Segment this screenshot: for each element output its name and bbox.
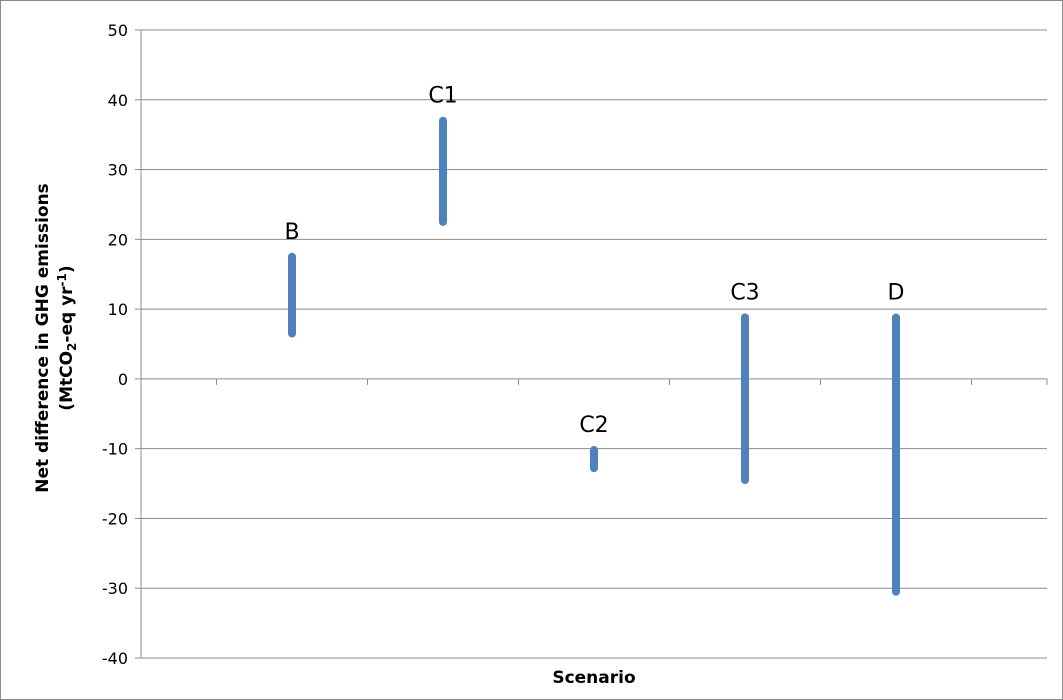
y-tick-label: 50 bbox=[108, 21, 128, 40]
x-axis bbox=[140, 30, 1048, 658]
x-axis-title: Scenario bbox=[552, 668, 635, 688]
range-bars bbox=[288, 116, 900, 596]
category-label-b: B bbox=[284, 220, 299, 245]
category-label-c2: C2 bbox=[579, 413, 608, 438]
y-axis-title-line1: Net difference in GHG emissions bbox=[33, 183, 53, 493]
category-labels: B C1 C2 C3 D bbox=[284, 84, 904, 438]
category-label-c1: C1 bbox=[428, 84, 457, 109]
y-tick-labels: 50 40 30 20 10 0 -10 -20 -30 -40 bbox=[102, 21, 128, 668]
y-tick-label: 30 bbox=[108, 161, 128, 180]
y-tick-label: -10 bbox=[102, 440, 128, 459]
y-axis-title-part-3: ) bbox=[57, 265, 77, 273]
y-axis-title-line2: (MtCO2-eq yr-1) bbox=[55, 265, 79, 410]
y-axis-title-superscript: -1 bbox=[55, 273, 69, 286]
y-tick-label: -30 bbox=[102, 579, 128, 598]
category-label-c3: C3 bbox=[730, 280, 759, 305]
y-tick-label: -20 bbox=[102, 509, 128, 528]
y-tick-label: 20 bbox=[108, 230, 128, 249]
y-axis-title-part-2: -eq yr bbox=[57, 286, 77, 343]
y-tick-label: 40 bbox=[108, 91, 128, 110]
y-tick-label: 0 bbox=[118, 370, 128, 389]
y-tick-label: -40 bbox=[102, 649, 128, 668]
y-axis-title-subscript: 2 bbox=[65, 343, 79, 351]
gridlines bbox=[135, 29, 1047, 659]
y-tick-label: 10 bbox=[108, 300, 128, 319]
y-axis-title-part-1: (MtCO bbox=[57, 351, 77, 411]
category-label-d: D bbox=[888, 280, 905, 305]
